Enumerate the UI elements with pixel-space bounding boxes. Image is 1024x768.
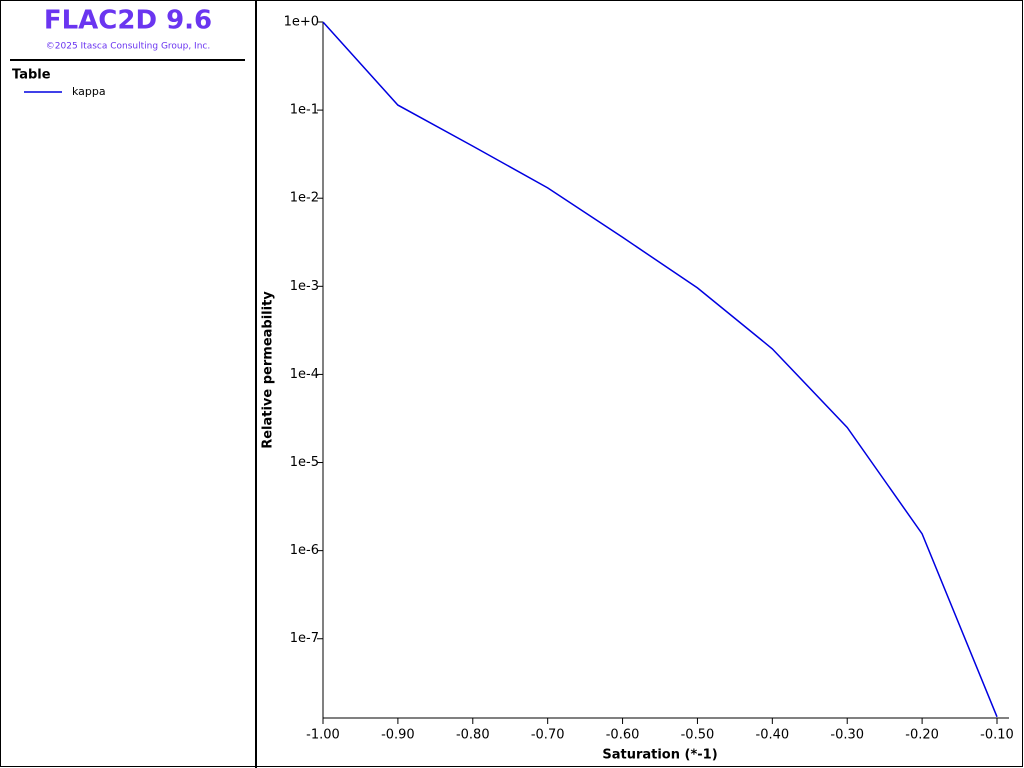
x-tick-label: -0.60 [606,728,640,743]
x-tick-label: -0.20 [905,728,939,743]
x-tick-label: -0.80 [456,728,490,743]
y-tick-label: 1e-7 [290,631,319,646]
x-axis-label: Saturation (*-1) [602,748,717,763]
y-axis-label: Relative permeability [261,291,276,449]
legend-label: kappa [72,85,106,98]
y-tick-label: 1e-4 [290,367,319,382]
y-tick-label: 1e-6 [290,543,319,558]
y-tick-label: 1e-3 [290,279,319,294]
x-tick-label: -0.90 [381,728,415,743]
y-tick-label: 1e-1 [290,103,319,118]
legend: kappa [24,85,106,98]
copyright: ©2025 Itasca Consulting Group, Inc. [46,42,210,52]
x-tick-label: -0.70 [531,728,565,743]
x-tick-label: -0.40 [756,728,790,743]
x-tick-label: -0.10 [980,728,1014,743]
y-tick-label: 1e-2 [290,191,319,206]
y-tick-label: 1e-5 [290,455,319,470]
legend-title: Table [12,68,51,83]
x-tick-label: -1.00 [306,728,340,743]
app-title: FLAC2D 9.6 [44,6,212,36]
data-line [322,21,998,718]
y-tick-label: 1e+0 [284,15,319,30]
x-tick-label: -0.30 [830,728,864,743]
x-tick-label: -0.50 [681,728,715,743]
